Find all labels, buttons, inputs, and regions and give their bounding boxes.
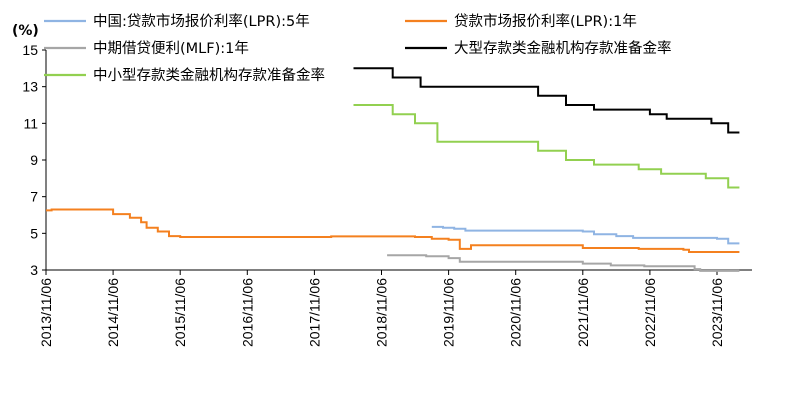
- legend-label-rrr-large: 大型存款类金融机构存款准备金率: [454, 40, 672, 57]
- y-tick-label: 5: [30, 225, 38, 241]
- legend-item-mlf-1y: 中期借贷便利(MLF):1年: [44, 40, 249, 57]
- series-lines: [46, 67, 740, 272]
- legend-item-lpr-5y: 中国:贷款市场报价利率(LPR):5年: [44, 13, 310, 30]
- x-axis-ticks: 2013/11/06 2014/11/06 2015/11/06 2016/11/06…: [38, 270, 725, 347]
- x-tick-label: 2020/11/06: [508, 278, 524, 347]
- y-axis-ticks: 3 5 7 9 11 13 15: [22, 42, 46, 278]
- legend-label-lpr-5y: 中国:贷款市场报价利率(LPR):5年: [93, 13, 310, 30]
- y-tick-label: 7: [30, 189, 38, 205]
- x-tick-label: 2013/11/06: [38, 278, 54, 347]
- legend-label-rrr-small: 中小型存款类金融机构存款准备金率: [93, 67, 325, 84]
- series-line-1: [46, 208, 740, 253]
- y-tick-label: 9: [30, 152, 38, 168]
- legend-item-rrr-small: 中小型存款类金融机构存款准备金率: [44, 67, 325, 84]
- y-tick-label: 15: [22, 42, 38, 58]
- series-line-0: [431, 225, 740, 245]
- legend-label-mlf-1y: 中期借贷便利(MLF):1年: [93, 40, 249, 57]
- y-axis-unit-label: (%): [12, 23, 39, 39]
- y-tick-label: 13: [22, 79, 38, 95]
- x-tick-label: 2014/11/06: [105, 278, 121, 347]
- y-tick-label: 11: [23, 115, 38, 131]
- x-tick-label: 2015/11/06: [172, 278, 188, 347]
- x-tick-label: 2019/11/06: [441, 278, 457, 347]
- x-tick-label: 2016/11/06: [239, 278, 255, 347]
- series-line-2: [387, 254, 740, 272]
- legend-label-lpr-1y: 贷款市场报价利率(LPR):1年: [454, 13, 637, 30]
- x-tick-label: 2021/11/06: [575, 278, 591, 347]
- x-tick-label: 2018/11/06: [374, 278, 390, 347]
- series-line-4: [353, 104, 740, 189]
- x-tick-label: 2017/11/06: [306, 278, 322, 347]
- x-tick-label: 2022/11/06: [642, 278, 658, 347]
- y-tick-label: 3: [30, 262, 38, 278]
- x-tick-label: 2023/11/06: [709, 278, 725, 347]
- series-line-3: [353, 67, 740, 134]
- legend-item-lpr-1y: 贷款市场报价利率(LPR):1年: [405, 13, 637, 30]
- chart-legend: 中国:贷款市场报价利率(LPR):5年 贷款市场报价利率(LPR):1年 中期借…: [44, 13, 672, 84]
- legend-item-rrr-large: 大型存款类金融机构存款准备金率: [405, 40, 672, 57]
